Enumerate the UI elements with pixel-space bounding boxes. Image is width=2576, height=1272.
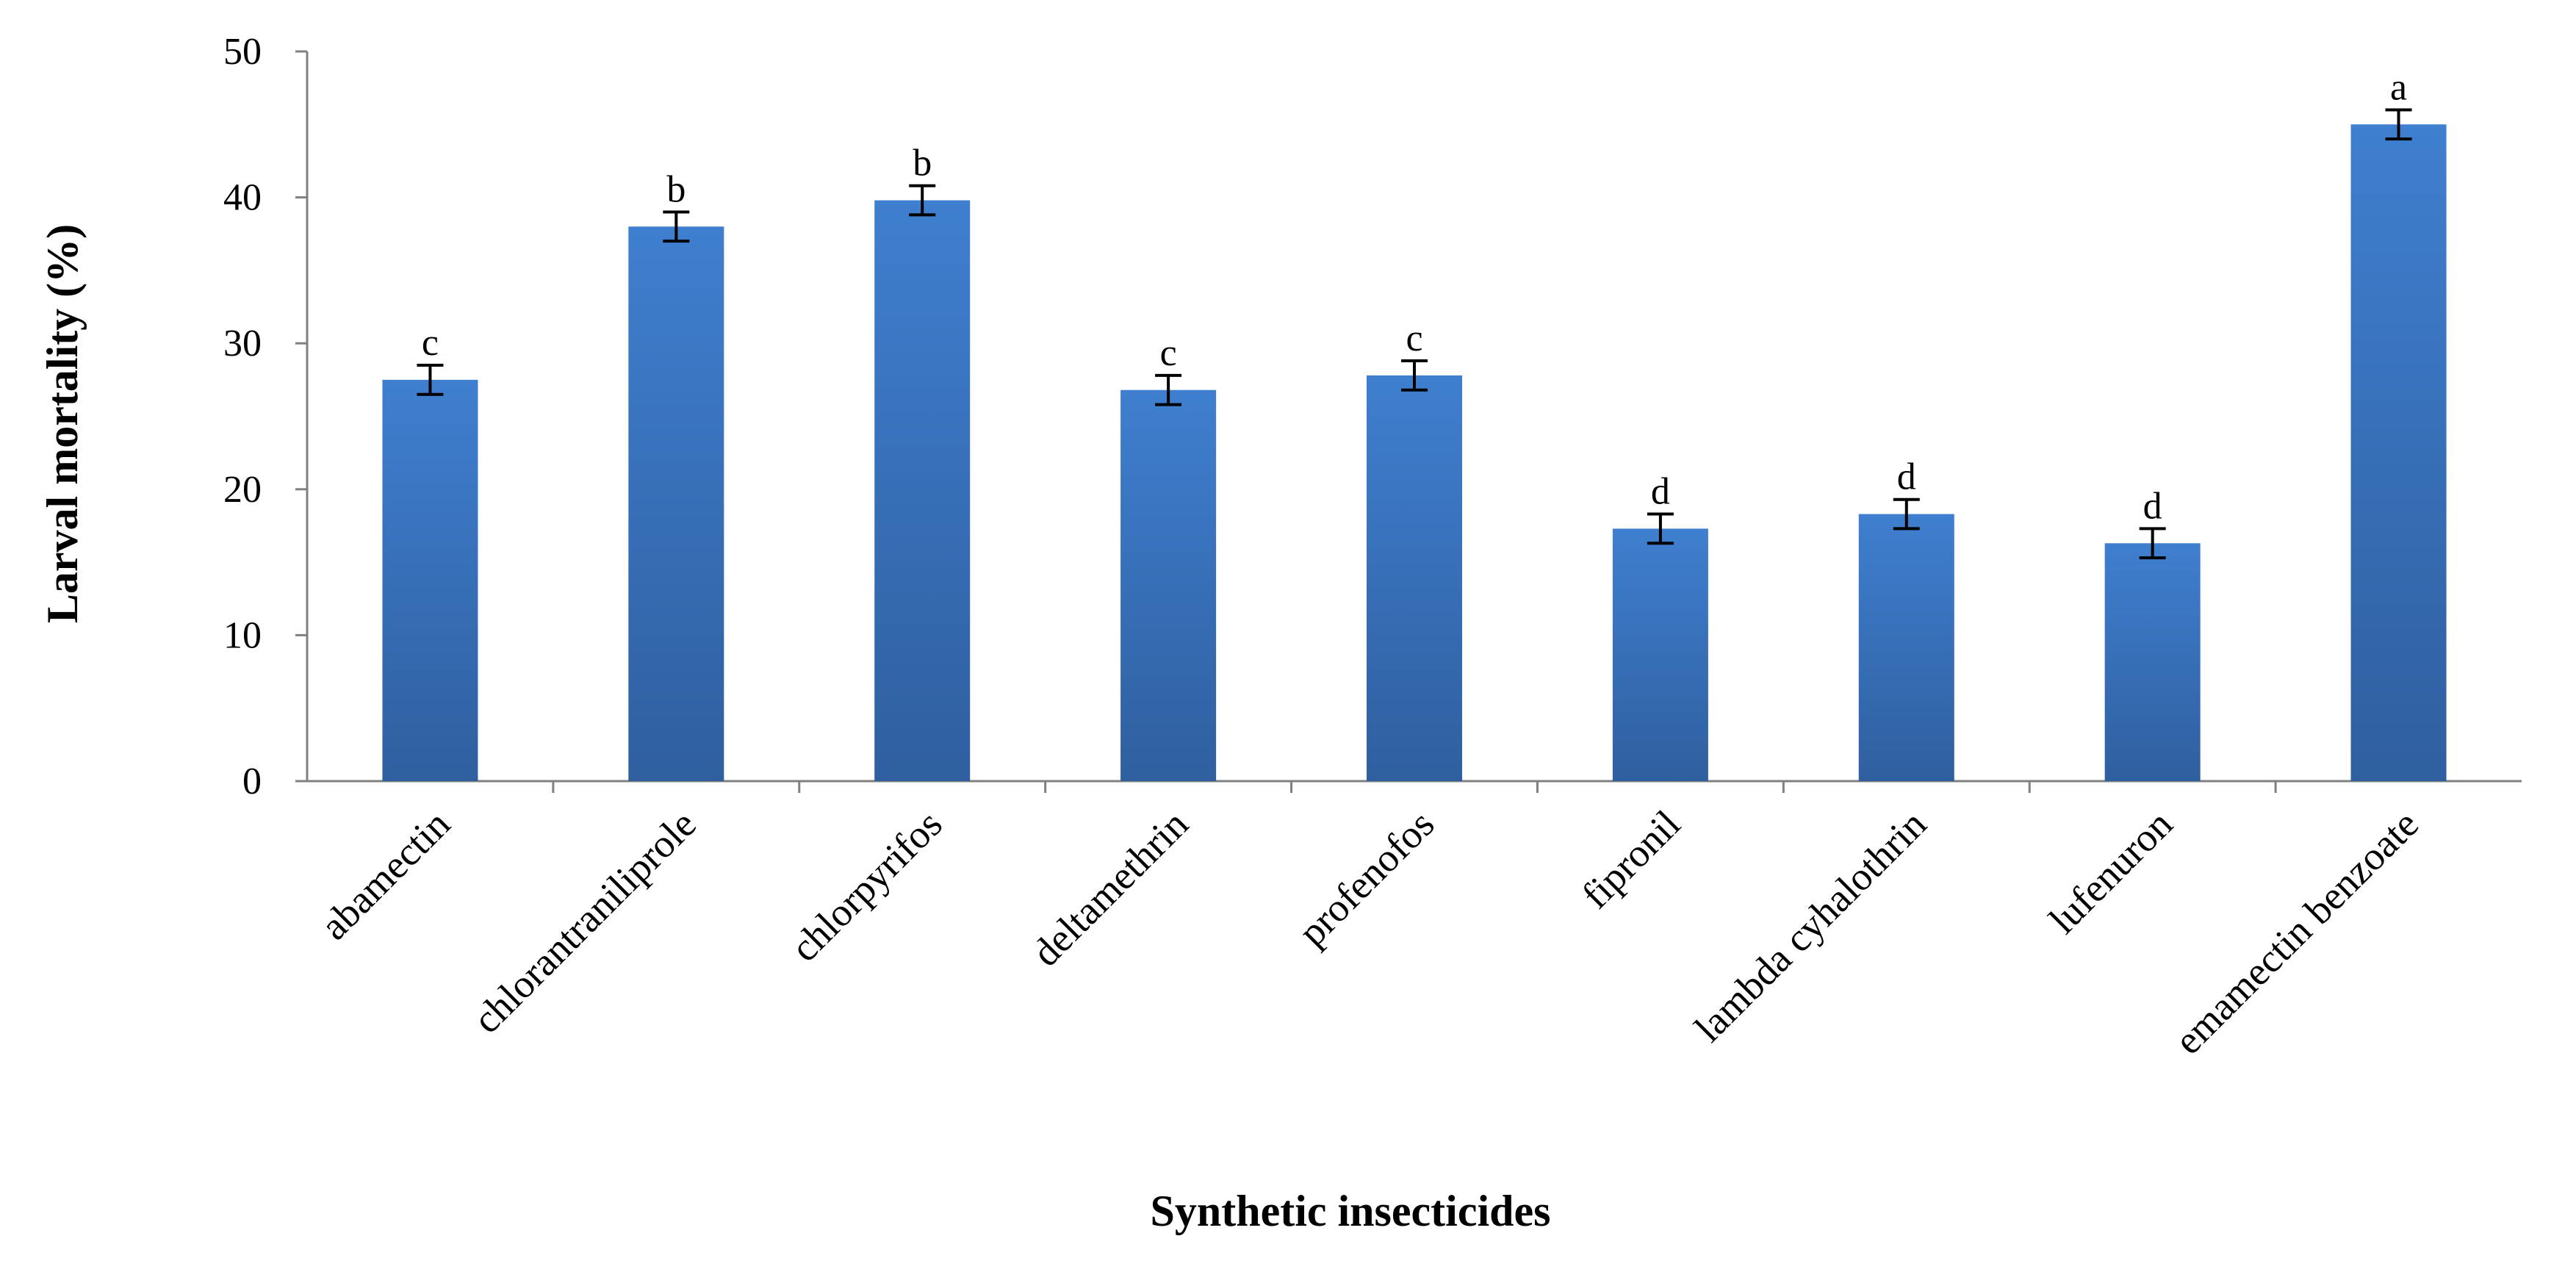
bar bbox=[2104, 543, 2201, 781]
significance-letter: c bbox=[1406, 317, 1422, 359]
x-ticks bbox=[552, 781, 2277, 793]
category-label: abamectin bbox=[312, 802, 458, 948]
significance-letter: a bbox=[2390, 66, 2407, 108]
bar bbox=[874, 200, 971, 781]
bar bbox=[1612, 528, 1708, 781]
significance-letter: d bbox=[1651, 471, 1670, 513]
category-label: emamectin benzoate bbox=[2166, 802, 2427, 1063]
x-axis-title: Synthetic insecticides bbox=[1151, 1187, 1551, 1235]
significance-letter: d bbox=[1897, 456, 1916, 498]
significance-letters: c b b c c d d d a bbox=[422, 66, 2407, 527]
y-tick-label: 10 bbox=[223, 614, 262, 656]
category-label: fipronil bbox=[1573, 802, 1688, 917]
significance-letter: b bbox=[666, 168, 686, 210]
category-label: lufenuron bbox=[2040, 802, 2181, 942]
y-tick-label: 0 bbox=[242, 761, 262, 802]
bar bbox=[382, 379, 478, 781]
category-label: deltamethrin bbox=[1023, 802, 1196, 974]
bar bbox=[1367, 375, 1462, 782]
category-label: profenofos bbox=[1290, 802, 1443, 955]
significance-letter: c bbox=[1160, 332, 1177, 374]
bar bbox=[628, 226, 724, 781]
bar bbox=[1120, 389, 1217, 781]
category-label: chlorantraniliprole bbox=[464, 802, 705, 1042]
bar bbox=[2350, 124, 2447, 782]
error-bars bbox=[417, 108, 2412, 560]
significance-letter: d bbox=[2143, 485, 2162, 527]
significance-letter: b bbox=[913, 143, 932, 184]
y-ticks: 0 10 20 30 40 50 bbox=[223, 31, 307, 802]
bars bbox=[382, 124, 2447, 782]
y-tick-label: 40 bbox=[223, 177, 262, 219]
y-tick-label: 50 bbox=[223, 31, 262, 73]
y-tick-label: 30 bbox=[223, 323, 262, 364]
significance-letter: c bbox=[422, 322, 439, 364]
category-label: chlorpyrifos bbox=[782, 802, 951, 970]
bar bbox=[1858, 514, 1954, 781]
y-tick-label: 20 bbox=[223, 469, 262, 511]
category-label: lambda cyhalothrin bbox=[1686, 802, 1935, 1050]
y-axis-title: Larval mortality (%) bbox=[38, 224, 87, 623]
category-labels: abamectin chlorantraniliprole chlorpyrifos… bbox=[312, 802, 2427, 1063]
